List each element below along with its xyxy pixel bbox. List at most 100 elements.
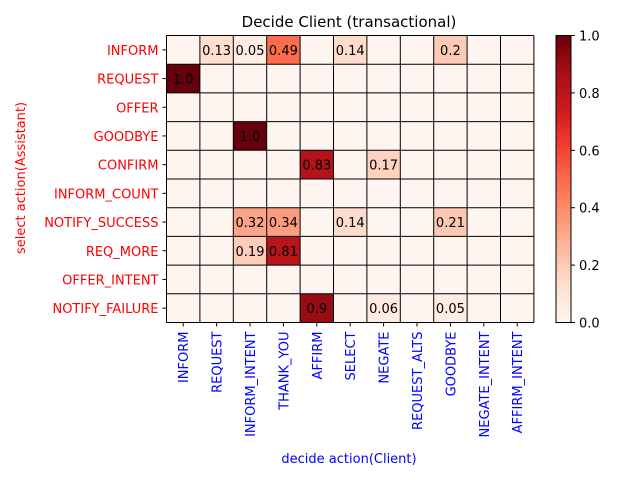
heatmap-cell xyxy=(333,207,368,237)
heatmap-cell xyxy=(300,179,334,209)
y-tick-label: NOTIFY_FAILURE xyxy=(52,302,158,317)
heatmap-cell xyxy=(233,150,268,180)
heatmap-cell xyxy=(333,265,368,295)
heatmap-cell xyxy=(467,236,501,266)
heatmap-cell xyxy=(233,64,268,94)
heatmap-cell xyxy=(400,64,435,94)
heatmap-cell xyxy=(266,179,301,209)
cell-value-label: 0.06 xyxy=(369,302,398,317)
heatmap-cell xyxy=(199,179,234,209)
x-tick-label: NEGATE_INTENT xyxy=(478,331,493,437)
heatmap-cell xyxy=(400,92,435,122)
heatmap-cell xyxy=(233,179,268,209)
colorbar-tick-label: 0.8 xyxy=(579,87,600,102)
heatmap-cell xyxy=(500,293,535,323)
heatmap-cell xyxy=(166,265,201,295)
heatmap-cell xyxy=(467,179,501,209)
heatmap-cell xyxy=(300,293,334,323)
heatmap-cell xyxy=(300,35,334,65)
cell-value-label: 0.17 xyxy=(369,159,398,174)
heatmap-cell xyxy=(166,92,201,122)
heatmap-cell xyxy=(166,121,201,151)
cell-value-label: 1.0 xyxy=(173,73,194,88)
heatmap-cell xyxy=(433,293,468,323)
heatmap-cell xyxy=(467,121,501,151)
heatmap-cell xyxy=(266,293,301,323)
x-tick-label: REQUEST_ALTS xyxy=(411,332,426,430)
heatmap-cell xyxy=(333,35,368,65)
heatmap-cell xyxy=(300,150,334,180)
colorbar-tick-label: 0.6 xyxy=(579,144,600,159)
cell-value-label: 0.81 xyxy=(269,245,298,260)
colorbar-gradient xyxy=(555,35,572,323)
heatmap-cell xyxy=(433,121,468,151)
colorbar-tick-label: 1.0 xyxy=(579,30,600,45)
heatmap-cell xyxy=(366,265,401,295)
heatmap-cell xyxy=(266,236,301,266)
colorbar-tick-label: 0.4 xyxy=(579,202,600,217)
heatmap-cell xyxy=(300,207,334,237)
heatmap-cell xyxy=(366,64,401,94)
heatmap-cell xyxy=(500,207,535,237)
heatmap-cell xyxy=(467,35,501,65)
heatmap-cell xyxy=(500,64,535,94)
heatmap-cell xyxy=(467,150,501,180)
heatmap-cell xyxy=(233,265,268,295)
heatmap-cell xyxy=(366,121,401,151)
y-tick-label: INFORM_COUNT xyxy=(54,187,159,202)
chart-title: Decide Client (transactional) xyxy=(242,13,457,31)
heatmap-cell xyxy=(333,150,368,180)
heatmap-cell xyxy=(366,179,401,209)
heatmap-cell xyxy=(366,207,401,237)
heatmap-cell xyxy=(199,207,234,237)
x-tick-label: SELECT xyxy=(344,331,359,380)
heatmap-cell xyxy=(233,121,268,151)
heatmap-cell xyxy=(467,293,501,323)
heatmap-cell xyxy=(166,35,201,65)
heatmap-cell xyxy=(233,92,268,122)
heatmap-cell xyxy=(433,92,468,122)
heatmap-cell xyxy=(433,179,468,209)
cell-value-label: 0.9 xyxy=(306,302,327,317)
heatmap-cell xyxy=(333,179,368,209)
y-axis-label: select action(Assistant) xyxy=(14,102,29,254)
heatmap-cell xyxy=(199,121,234,151)
heatmap-cell xyxy=(199,92,234,122)
x-tick-label: NEGATE xyxy=(378,332,393,384)
heatmap-cell xyxy=(433,265,468,295)
heatmap-cell xyxy=(333,236,368,266)
heatmap-cell xyxy=(233,236,268,266)
heatmap-cell xyxy=(467,265,501,295)
heatmap-cell xyxy=(166,64,201,94)
heatmap-cell xyxy=(400,293,435,323)
heatmap-cell xyxy=(366,236,401,266)
heatmap-cell xyxy=(300,236,334,266)
heatmap-cell xyxy=(233,207,268,237)
heatmap-cell xyxy=(333,293,368,323)
heatmap-cell xyxy=(467,92,501,122)
x-axis-ticks: INFORM REQUEST INFORM_INTENT THANK_YOU AFFIR… xyxy=(177,322,526,437)
heatmap-cell xyxy=(500,92,535,122)
heatmap-cell xyxy=(500,35,535,65)
x-tick-label: INFORM xyxy=(177,332,192,384)
heatmap-grid xyxy=(166,35,535,323)
heatmap-cell xyxy=(300,265,334,295)
heatmap-cell xyxy=(233,35,268,65)
cell-value-label: 1.0 xyxy=(240,130,261,145)
heatmap-cell xyxy=(400,265,435,295)
heatmap-cell xyxy=(433,35,468,65)
heatmap-cell xyxy=(400,207,435,237)
y-tick-label: OFFER xyxy=(116,101,158,116)
y-tick-label: CONFIRM xyxy=(98,159,159,174)
x-tick-label: AFFIRM xyxy=(311,332,326,380)
heatmap-cell xyxy=(266,64,301,94)
cell-value-label: 0.2 xyxy=(440,44,461,59)
y-tick-label: REQ_MORE xyxy=(86,245,159,260)
y-axis-ticks: INFORM REQUEST OFFER GOODBYE CONFIRM INFORM_C… xyxy=(44,44,167,317)
heatmap-cell xyxy=(199,265,234,295)
cell-value-label: 0.49 xyxy=(269,44,298,59)
heatmap-cell xyxy=(400,121,435,151)
y-tick-label: GOODBYE xyxy=(94,130,159,145)
heatmap-cell xyxy=(433,236,468,266)
